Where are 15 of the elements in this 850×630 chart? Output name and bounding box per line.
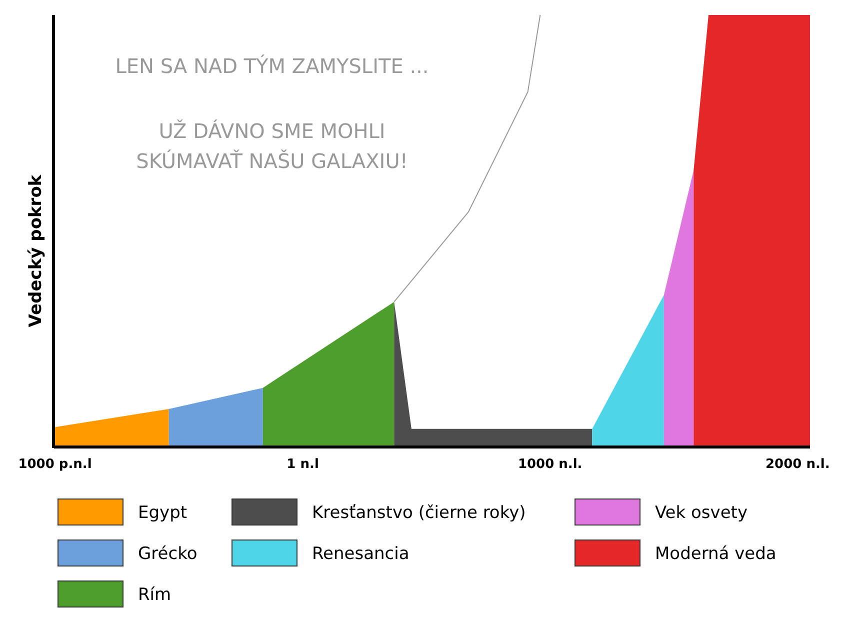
x-tick-label: 1000 n.l.	[518, 457, 582, 472]
x-tick-label: 1000 p.n.l	[18, 457, 92, 472]
legend-label: Moderná veda	[655, 544, 776, 564]
legend-label: Renesancia	[312, 544, 410, 564]
x-tick-label: 1 n.l	[286, 457, 319, 472]
legend-label: Egypt	[138, 503, 188, 523]
legend-label: Rím	[138, 585, 172, 605]
y-axis-title: Vedecký pokrok	[26, 174, 46, 328]
legend-label: Kresťanstvo (čierne roky)	[312, 503, 526, 523]
x-tick-label: 2000 n.l.	[765, 457, 830, 472]
annotation: SKÚMAVAŤ NAŠU GALAXIU!	[136, 149, 408, 173]
legend-label: Vek osvety	[655, 503, 748, 523]
annotation: LEN SA NAD TÝM ZAMYSLITE ...	[115, 54, 429, 78]
legend-label: Grécko	[138, 544, 198, 564]
annotation: UŽ DÁVNO SME MOHLI	[158, 119, 386, 143]
